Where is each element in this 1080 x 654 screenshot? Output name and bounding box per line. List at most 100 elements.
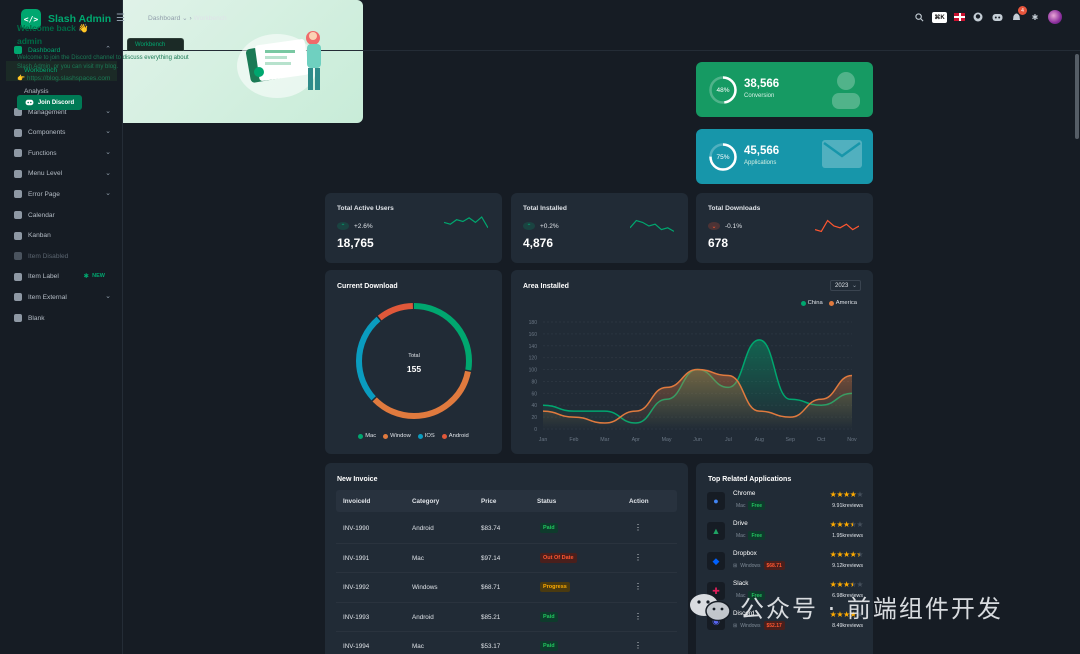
search-icon[interactable]	[913, 11, 925, 23]
sidebar-item-functions[interactable]: Functions ⌄	[0, 143, 123, 164]
more-vertical-icon[interactable]: ⋮	[634, 611, 642, 621]
uk-flag-icon[interactable]	[954, 13, 965, 21]
sidebar-item-dashboard[interactable]: Dashboard ⌃	[0, 40, 123, 61]
total-downloads-sparkline	[815, 219, 859, 233]
applications-value: 45,566	[744, 145, 780, 157]
breadcrumb-workbench[interactable]: Workbench	[193, 15, 227, 22]
sidebar-item-item-external[interactable]: Item External ⌄	[0, 287, 123, 308]
tab-bar: Workbench	[123, 36, 1080, 51]
brand-logo[interactable]: </> Slash Admin	[21, 9, 111, 29]
chevron-down-icon: ⌄	[105, 190, 111, 198]
invoice-category: Android	[412, 525, 434, 532]
star-icon: ★	[849, 490, 857, 499]
total-downloads-pct: -0.1%	[725, 222, 742, 230]
more-vertical-icon[interactable]: ⋮	[634, 552, 642, 562]
sidebar-item-kanban[interactable]: Kanban	[0, 225, 123, 246]
legend-item-mac[interactable]: Mac	[358, 433, 376, 439]
star-icon: ★	[842, 580, 850, 589]
sidebar-item-workbench[interactable]: Workbench	[6, 60, 117, 82]
total-installed-card: Total Installed ⌃ +0.2% 4,876	[511, 193, 688, 263]
sidebar-item-error-page[interactable]: Error Page ⌄	[0, 184, 123, 205]
header-status: Status	[537, 498, 557, 505]
scrollbar[interactable]	[1075, 54, 1079, 139]
star-icon: ★	[856, 490, 863, 499]
area-chart: 0 20 40 60 80 100 120 140 160 180 Jan Feb Mar Apr May J…	[529, 320, 857, 443]
star-icon: ★	[856, 580, 863, 589]
legend-item-ios[interactable]: IOS	[417, 433, 435, 439]
review-count: 9.12kreviews	[832, 563, 863, 569]
sidebar-item-menu-level[interactable]: Menu Level ⌄	[0, 164, 123, 185]
app-name: Slack	[733, 580, 749, 587]
github-icon[interactable]	[972, 11, 984, 23]
total-installed-title: Total Installed	[523, 205, 567, 212]
sidebar-item-label: Management	[28, 108, 67, 116]
sidebar-item-item-label[interactable]: Item Label ✱ NEW	[0, 267, 123, 288]
total-downloads-title: Total Downloads	[708, 205, 761, 212]
legend-label: Android	[448, 433, 469, 439]
sidebar-menu: Dashboard ⌃ Workbench Analysis Management ⌄ Co…	[0, 40, 123, 328]
menu-collapse-icon[interactable]: ☰	[116, 13, 125, 24]
star-rating: ★★★★★	[830, 580, 864, 589]
platform-name: Windows	[740, 622, 761, 629]
year-select[interactable]: 2023 ⌄	[830, 280, 861, 291]
welcome-text: Welcome to join the Discord channel to d…	[17, 55, 189, 70]
star-rating: ★★★★★	[830, 550, 864, 559]
legend-item-android[interactable]: Android	[441, 433, 469, 439]
star-rating: ★★★★★	[830, 520, 864, 529]
sidebar-item-analysis[interactable]: Analysis	[0, 81, 123, 102]
chevron-down-icon: ⌄	[851, 283, 857, 289]
tab-workbench[interactable]: Workbench	[127, 38, 184, 51]
donut-slice-window[interactable]	[356, 303, 472, 419]
x-tick-label: Apr	[632, 437, 640, 443]
blog-link[interactable]: 👉 https://blog.slashspaces.com	[17, 75, 111, 82]
join-discord-button[interactable]: Join Discord	[17, 95, 82, 110]
welcome-username: admin	[17, 36, 43, 46]
y-tick-label: 140	[529, 344, 538, 350]
windows-icon: ⊞	[733, 622, 738, 629]
legend-item-window[interactable]: Window	[383, 433, 411, 439]
legend-item-china[interactable]: China	[800, 300, 823, 306]
x-tick-label: Aug	[755, 437, 764, 443]
invoice-price: $68.71	[481, 584, 501, 591]
app-row-dropbox[interactable]: ◆ Dropbox ⊞ Windows $68.71 ★★★★★ 9.12kreviews	[707, 550, 863, 578]
app-row-chrome[interactable]: ● Chrome Mac Free ★★★★★ 9.91kreviews	[707, 490, 863, 518]
sidebar-item-management[interactable]: Management ⌄	[0, 102, 123, 123]
sidebar-item-blank[interactable]: Blank	[0, 308, 123, 329]
y-tick-label: 20	[531, 415, 537, 421]
discord-icon[interactable]	[991, 11, 1003, 23]
more-vertical-icon[interactable]: ⋮	[634, 641, 642, 650]
avatar[interactable]	[1048, 10, 1062, 24]
price-tag: $68.71	[763, 561, 785, 570]
gear-icon[interactable]: ✱	[1031, 12, 1039, 22]
shortcut-kbd[interactable]: ⌘K	[932, 11, 947, 23]
platform-name: Mac	[736, 502, 746, 509]
price-tag: Free	[748, 591, 766, 600]
donut-chart: Total 155	[356, 303, 472, 419]
menu-level-icon	[14, 169, 22, 178]
management-icon	[14, 108, 22, 117]
app-row-drive[interactable]: ▲ Drive Mac Free ★★★★★ 1.95kreviews	[707, 520, 863, 548]
more-vertical-icon[interactable]: ⋮	[634, 582, 642, 591]
x-tick-label: May	[662, 437, 672, 443]
series-line-america[interactable]	[542, 368, 853, 424]
more-vertical-icon[interactable]: ⋮	[634, 523, 642, 532]
legend-dot	[828, 300, 834, 306]
sidebar-item-components[interactable]: Components ⌄	[0, 122, 123, 143]
donut-slice-ios[interactable]	[356, 303, 472, 419]
mail-icon	[822, 140, 862, 168]
header-invoiceid: InvoiceId	[343, 498, 371, 505]
error-icon	[14, 190, 22, 199]
legend-label: Window	[390, 433, 411, 439]
sidebar-item-label: Item External	[28, 293, 67, 301]
breadcrumb-dashboard[interactable]: Dashboard	[148, 15, 181, 22]
total-installed-pct: +0.2%	[540, 222, 559, 230]
platform-name: Windows	[740, 562, 761, 569]
star-icon: ★	[829, 490, 837, 499]
applications-label: Applications	[744, 160, 777, 166]
app-name: Chrome	[733, 490, 756, 497]
donut-slice-mac[interactable]	[356, 303, 472, 419]
sidebar-item-calendar[interactable]: Calendar	[0, 205, 123, 226]
bell-icon[interactable]: 4	[1010, 6, 1027, 23]
y-tick-label: 120	[529, 356, 538, 362]
legend-item-america[interactable]: America	[828, 300, 857, 306]
